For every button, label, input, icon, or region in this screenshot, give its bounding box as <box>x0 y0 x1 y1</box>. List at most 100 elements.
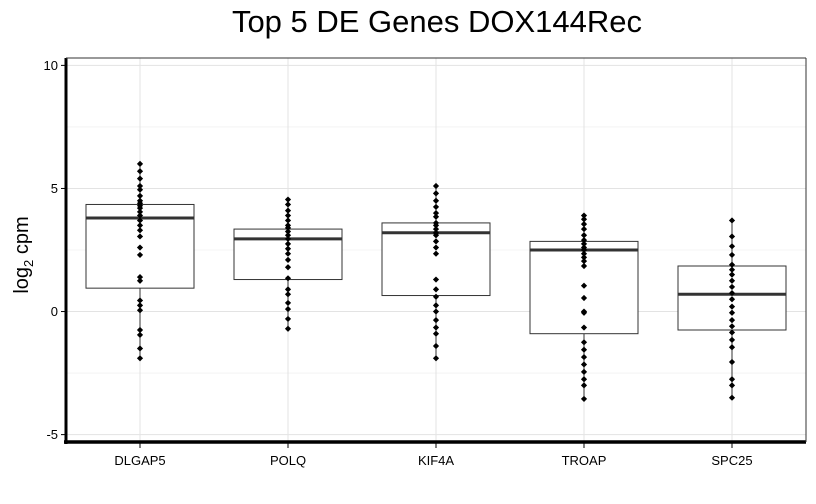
data-point <box>728 344 736 351</box>
data-point <box>580 294 588 302</box>
data-point <box>284 217 292 224</box>
data-point <box>580 395 588 403</box>
data-point <box>580 282 588 289</box>
data-point <box>136 297 144 304</box>
data-point <box>728 233 736 240</box>
data-point <box>728 283 736 291</box>
data-point <box>432 355 440 362</box>
data-point <box>432 203 440 211</box>
data-point <box>580 237 588 244</box>
data-point <box>284 232 292 239</box>
data-point <box>136 345 144 352</box>
data-point <box>728 317 736 324</box>
data-point <box>136 168 144 175</box>
data-point <box>728 261 736 268</box>
data-point <box>432 225 440 233</box>
data-point <box>136 233 144 240</box>
y-axis-title-rest: cpm <box>11 216 33 259</box>
data-point <box>432 190 440 197</box>
data-point <box>728 277 736 284</box>
data-point <box>580 221 588 228</box>
data-point <box>580 324 588 331</box>
data-point <box>284 196 292 203</box>
data-point <box>432 293 440 300</box>
data-point <box>580 353 588 361</box>
data-point <box>136 212 144 219</box>
data-point <box>432 244 440 251</box>
data-point <box>432 342 440 350</box>
data-point <box>136 205 144 212</box>
data-point <box>432 302 440 309</box>
data-point <box>136 251 144 259</box>
x-tick-label: SPC25 <box>711 453 752 468</box>
data-point <box>580 246 588 254</box>
chart-title: Top 5 DE Genes DOX144Rec <box>231 4 643 39</box>
data-point <box>728 323 736 330</box>
data-point <box>136 208 144 215</box>
data-point <box>580 368 588 375</box>
data-point <box>580 382 588 389</box>
data-point <box>728 309 736 316</box>
data-point <box>728 266 736 273</box>
data-point <box>136 222 144 229</box>
data-point <box>580 376 588 383</box>
data-point <box>136 186 144 193</box>
x-tick-label: DLGAP5 <box>114 453 165 468</box>
data-point <box>580 225 588 233</box>
data-point <box>728 217 736 224</box>
data-point <box>284 315 292 323</box>
x-tick-label: TROAP <box>562 453 607 468</box>
data-point <box>136 302 144 309</box>
data-point <box>432 197 440 204</box>
data-point <box>136 331 144 339</box>
data-point <box>284 250 292 257</box>
data-point <box>728 358 736 366</box>
data-point <box>284 286 292 293</box>
data-point <box>136 273 144 281</box>
data-point <box>728 394 736 401</box>
y-tick-label: -5 <box>46 427 58 442</box>
data-point <box>580 212 588 219</box>
data-point <box>432 286 440 293</box>
data-point <box>284 264 292 271</box>
data-point <box>580 232 588 239</box>
y-tick-label: 5 <box>51 181 58 196</box>
data-point <box>284 299 292 307</box>
data-point <box>136 355 144 362</box>
y-tick-label: 10 <box>44 58 58 73</box>
data-point <box>136 277 144 284</box>
axis-layer: -5 0 5 10 DLGAP5 POLQ KIF4A TROAP SPC25 <box>44 57 807 468</box>
data-point <box>580 240 588 247</box>
data-point <box>728 303 736 310</box>
data-point <box>580 257 588 265</box>
data-point <box>136 307 144 314</box>
data-point <box>284 212 292 219</box>
y-axis-title-subscript: 2 <box>21 260 36 267</box>
x-tick-label: KIF4A <box>418 453 454 468</box>
data-point <box>728 251 736 259</box>
data-point <box>432 213 440 220</box>
y-axis-title-main: log <box>11 267 33 294</box>
data-point <box>728 243 736 250</box>
data-point <box>284 291 292 298</box>
data-point <box>136 244 144 251</box>
data-point <box>284 201 292 208</box>
data-point <box>728 271 736 278</box>
data-point <box>432 250 440 257</box>
data-point <box>432 308 440 315</box>
x-tick-label: POLQ <box>270 453 306 468</box>
data-point <box>728 382 736 389</box>
y-tick-label: 0 <box>51 304 58 319</box>
data-point <box>580 250 588 257</box>
data-point <box>580 309 588 316</box>
data-point <box>432 232 440 239</box>
data-point <box>728 296 736 303</box>
data-point <box>284 256 292 263</box>
data-point <box>580 254 588 261</box>
data-point <box>580 346 588 353</box>
data-point <box>284 207 292 214</box>
data-point <box>136 160 144 167</box>
data-point <box>728 329 736 336</box>
data-point <box>728 376 736 383</box>
